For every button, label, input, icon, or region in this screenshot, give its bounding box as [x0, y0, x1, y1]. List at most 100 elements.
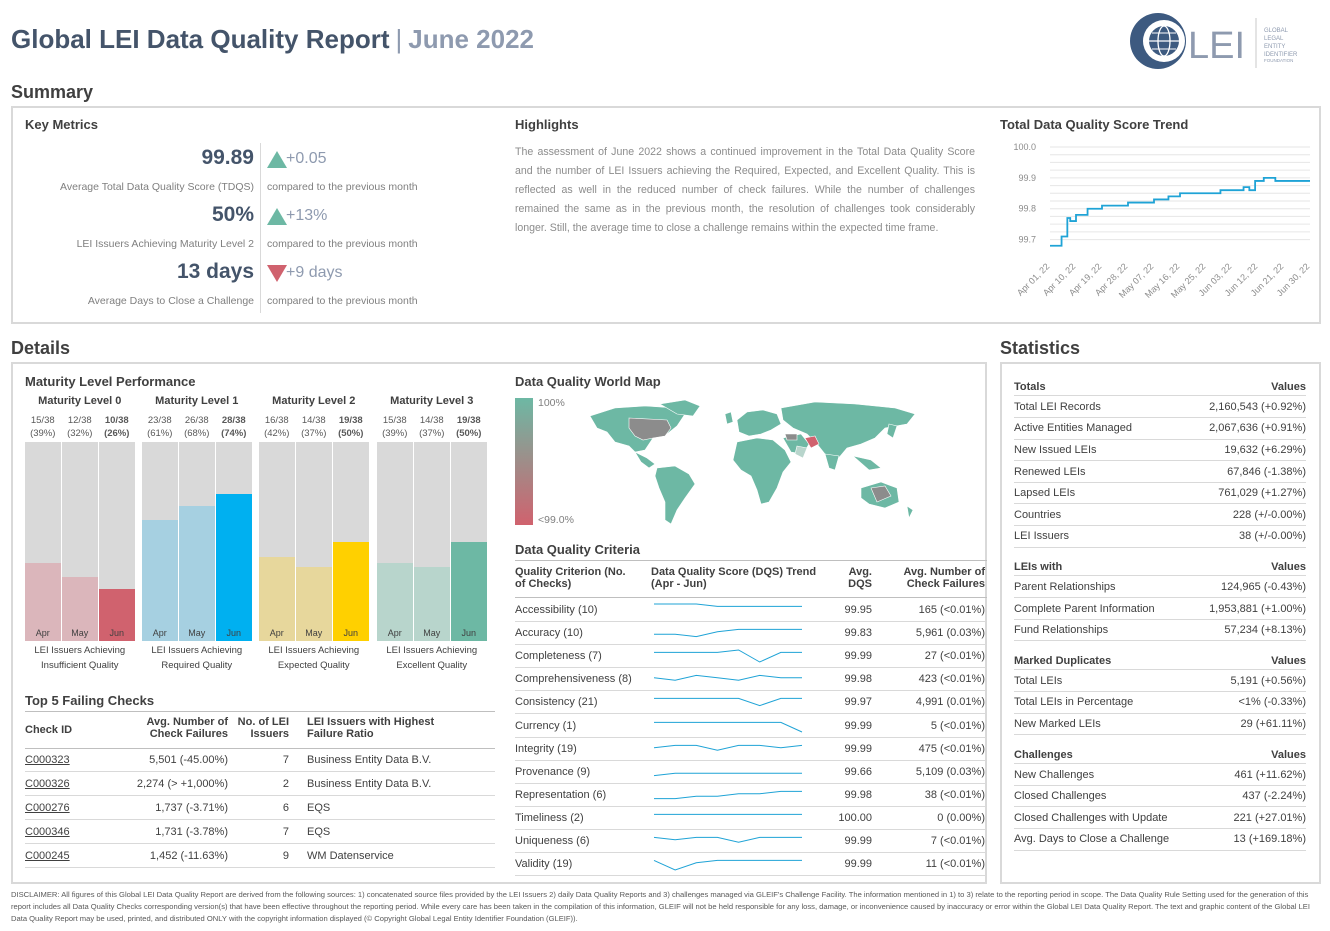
stat-value: 761,029 (+1.27%) [1218, 487, 1306, 500]
stat-label: Active Entities Managed [1014, 422, 1133, 435]
maturity-caption: LEI Issuers Achieving Insufficient Quali… [34, 645, 126, 671]
maturity-bar [451, 541, 487, 641]
check-id-link[interactable]: C000326 [25, 778, 70, 790]
check-issuers: 9 [282, 850, 289, 862]
map-legend-top: 100% [538, 397, 565, 409]
maturity-bar [99, 589, 135, 641]
stat-value: <1% (-0.33%) [1238, 696, 1306, 709]
sparkline-path [653, 859, 802, 871]
y-tick-label: 99.9 [1018, 173, 1036, 183]
col-dqs-trend: Data Quality Score (DQS) Trend (Apr - Ju… [651, 566, 817, 590]
maturity-frac: 26/38 [184, 415, 209, 426]
key-metrics-title: Key Metrics [25, 117, 98, 132]
criterion-dqs: 99.83 [844, 627, 872, 640]
row-rule [515, 713, 987, 715]
maturity-bar [142, 519, 178, 641]
stat-label: Lapsed LEIs [1014, 487, 1076, 500]
criterion-dqs: 99.99 [844, 650, 872, 663]
maturity-bar [62, 577, 98, 641]
sparkline-path [654, 790, 802, 799]
stat-row: LEI Issuers 38 (+/-0.00%) [1014, 526, 1306, 548]
stat-value: 1,953,881 (+1.00%) [1209, 602, 1306, 615]
maturity-bar [377, 563, 413, 641]
stat-value: 29 (+61.11%) [1240, 717, 1306, 730]
maturity-bar [25, 563, 61, 641]
maturity-bar [259, 557, 295, 641]
check-id-link[interactable]: C000276 [25, 802, 70, 814]
stat-row: Parent Relationships 124,965 (-0.43%) [1014, 577, 1306, 599]
stat-row: Lapsed LEIs 761,029 (+1.27%) [1014, 483, 1306, 505]
maturity-pct: (68%) [184, 428, 210, 439]
report-month: June 2022 [408, 24, 535, 54]
criterion-name: Integrity (19) [515, 742, 577, 755]
dqs-sparkline [654, 698, 802, 707]
criterion-name: Accessibility (10) [515, 604, 598, 616]
criterion-failures: 475 (<0.01%) [918, 742, 985, 755]
maturity-bar [179, 505, 215, 641]
svg-text:ENTITY: ENTITY [1264, 44, 1285, 50]
row-rule [515, 852, 987, 853]
summary-heading: Summary [11, 82, 94, 102]
metrics-divider [260, 143, 261, 313]
statistics-panel [1000, 362, 1321, 884]
stat-row: New Issued LEIs 19,632 (+6.29%) [1014, 440, 1306, 462]
sparkline-path [654, 698, 802, 707]
stat-row: Renewed LEIs 67,846 (-1.38%) [1014, 461, 1306, 483]
row-rule [515, 875, 987, 877]
metric-compare: compared to the previous month [267, 295, 418, 307]
stat-row: Closed Challenges 437 (-2.24%) [1014, 786, 1306, 808]
maturity-pct: (37%) [419, 428, 445, 439]
maturity-month: May [423, 628, 441, 638]
stat-label: Closed Challenges [1014, 790, 1107, 803]
col-avg-failures: Avg. Number of Check Failures [146, 716, 229, 740]
check-highest-issuer: WM Datenservice [307, 850, 394, 862]
row-rule [515, 782, 987, 784]
stat-values-header: Values [1271, 381, 1306, 393]
report-title: Global LEI Data Quality Report | June 2022 [11, 24, 535, 54]
check-id-link[interactable]: C000323 [25, 754, 70, 766]
stat-group-title: LEIs with [1014, 561, 1063, 574]
row-rule [25, 795, 495, 796]
maturity-bar [216, 493, 252, 641]
col-highest-issuer: LEI Issuers with Highest Failure Ratio [307, 716, 435, 740]
criterion-name: Consistency (21) [515, 696, 598, 709]
y-tick-label: 99.7 [1018, 235, 1036, 245]
criterion-failures: 423 (<0.01%) [918, 673, 985, 686]
maturity-caption: LEI Issuers Achieving Required Quality [151, 645, 243, 671]
stat-row: Closed Challenges with Update 221 (+27.01… [1014, 808, 1306, 829]
maturity-pct: (42%) [264, 428, 290, 439]
stat-value: 38 (+/-0.00%) [1239, 530, 1306, 543]
check-avg-failures: 2,274 (> +1,000%) [136, 778, 228, 790]
stat-value: 124,965 (-0.43%) [1221, 580, 1306, 593]
criterion-name: Comprehensiveness (8) [515, 673, 632, 686]
stat-label: Complete Parent Information [1014, 602, 1155, 615]
criterion-name: Timeliness (2) [515, 811, 584, 824]
check-issuers: 6 [282, 802, 289, 814]
dqs-sparkline [653, 836, 802, 843]
stat-value: 2,160,543 (+0.92%) [1209, 400, 1306, 413]
check-issuers: 2 [282, 778, 289, 790]
stat-label: New Issued LEIs [1014, 443, 1097, 456]
dqs-sparkline [654, 628, 802, 638]
maturity-month: Apr [387, 628, 402, 638]
criterion-name: Representation (6) [515, 788, 607, 801]
criterion-failures: 38 (<0.01%) [924, 788, 985, 801]
check-id-link[interactable]: C000346 [25, 826, 70, 838]
row-rule [515, 828, 987, 830]
maturity-frac: 16/38 [264, 415, 289, 426]
check-id-link[interactable]: C000245 [25, 850, 70, 862]
gleif-logo: LEI GLOBAL LEGAL ENTITY IDENTIFIER FOUNDATIO… [1126, 10, 1312, 72]
details-heading: Details [11, 338, 71, 358]
criterion-failures: 5,961 (0.03%) [915, 627, 985, 640]
check-avg-failures: 1,452 (-11.63%) [149, 850, 228, 862]
stat-group-header: Challenges Values [1014, 746, 1306, 764]
criterion-failures: 5 (<0.01%) [930, 719, 985, 732]
maturity-month: May [71, 628, 89, 638]
row-rule [25, 771, 495, 772]
maturity-frac: 19/38 [456, 415, 481, 426]
stat-label: Total LEIs [1014, 674, 1063, 687]
stat-label: Fund Relationships [1014, 624, 1109, 637]
criterion-name: Uniqueness (6) [515, 835, 590, 847]
check-highest-issuer: EQS [307, 826, 331, 838]
stat-row: Total LEIs 5,191 (+0.56%) [1014, 671, 1306, 692]
